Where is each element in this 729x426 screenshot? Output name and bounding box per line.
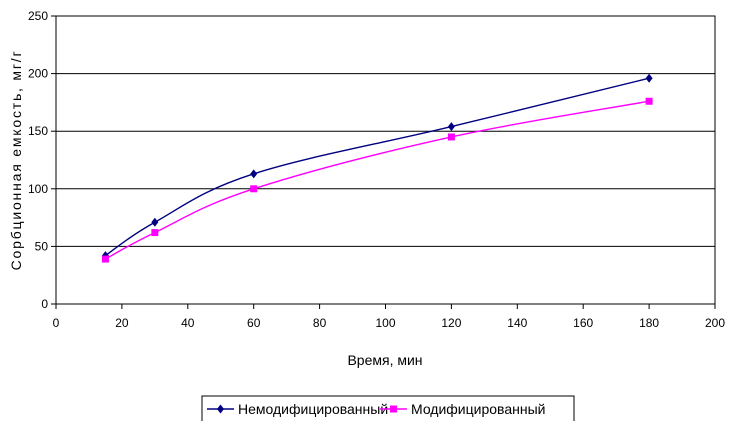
legend-marker — [390, 405, 397, 413]
data-point — [151, 229, 159, 237]
legend-item: Модифицированный — [380, 401, 545, 417]
data-point — [447, 122, 455, 132]
legend: Немодифицированный Модифицированный — [201, 395, 575, 423]
y-tick-label: 250 — [28, 9, 48, 23]
x-tick-label: 200 — [705, 316, 725, 330]
x-tick-label: 40 — [181, 316, 195, 330]
x-tick-label: 0 — [53, 316, 60, 330]
y-tick-label: 0 — [41, 297, 48, 311]
x-tick-label: 60 — [247, 316, 261, 330]
x-tick-label: 160 — [573, 316, 593, 330]
axis-layer: 0 50 100 150 200 250 0 20 40 60 80 100 120 140 160 180 2… — [28, 9, 725, 330]
data-point — [250, 169, 258, 179]
legend-item: Немодифицированный — [207, 401, 388, 417]
y-tick-label: 200 — [28, 67, 48, 81]
data-point — [151, 217, 159, 227]
x-tick-label: 20 — [115, 316, 129, 330]
y-tick-label: 50 — [35, 239, 49, 253]
grid-layer — [56, 73, 715, 247]
legend-label: Модифицированный — [411, 401, 545, 417]
data-point — [645, 73, 653, 83]
data-point — [250, 185, 258, 193]
y-axis-title: Сорбционная емкость, мг/г — [8, 50, 24, 271]
y-tick-label: 100 — [28, 182, 48, 196]
x-tick-label: 120 — [441, 316, 461, 330]
legend-marker — [217, 404, 224, 414]
data-point — [101, 255, 109, 263]
x-tick-label: 80 — [313, 316, 327, 330]
y-tick-label: 150 — [28, 124, 48, 138]
x-tick-label: 180 — [639, 316, 659, 330]
series-layer — [101, 73, 653, 263]
series-2 — [101, 97, 653, 263]
plot-area — [55, 15, 716, 305]
x-tick-label: 100 — [375, 316, 395, 330]
legend-label: Немодифицированный — [238, 401, 388, 417]
data-point — [447, 133, 455, 141]
data-point — [645, 97, 653, 105]
x-tick-label: 140 — [507, 316, 527, 330]
x-axis-title: Время, мин — [347, 352, 422, 368]
